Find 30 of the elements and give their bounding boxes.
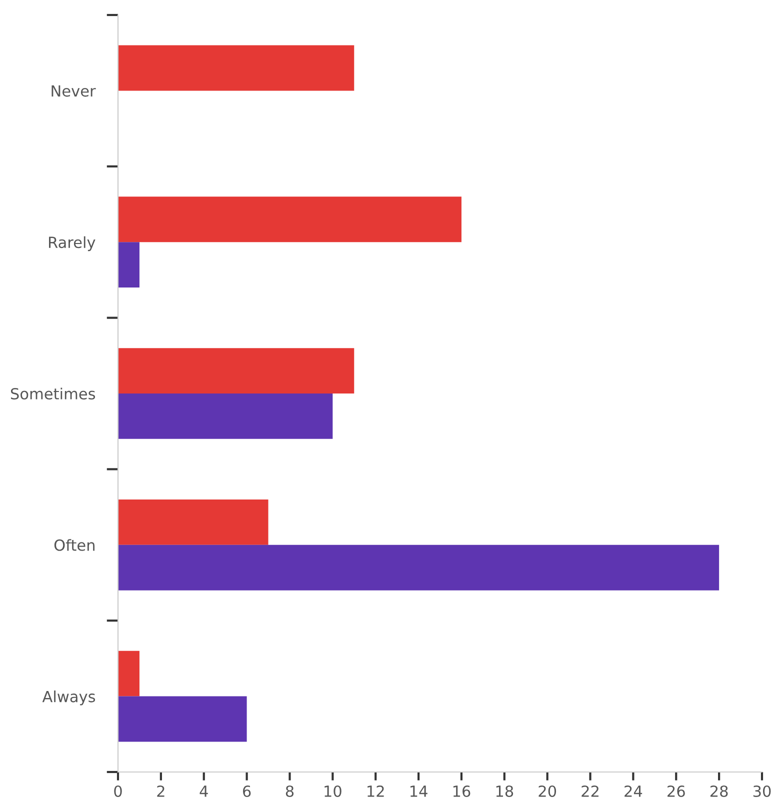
x-tick-label: 16 (453, 785, 470, 798)
bar (118, 696, 247, 742)
x-tick-label: 6 (243, 785, 251, 798)
y-tick-label: Never (52, 85, 96, 97)
x-tick-label: 14 (410, 786, 428, 797)
bar (118, 544, 720, 590)
bar (118, 45, 354, 91)
x-tick-label: 8 (286, 785, 294, 798)
x-tick-label: 0 (114, 785, 122, 798)
x-tick-label: 10 (324, 785, 342, 798)
x-tick-label: 18 (496, 785, 514, 798)
x-tick-label: 30 (753, 785, 771, 798)
y-tick-label: Often (54, 539, 94, 551)
y-tick-label: Rarely (49, 236, 96, 252)
bar (118, 348, 354, 394)
x-tick-label: 22 (582, 785, 598, 797)
bar (118, 499, 268, 545)
x-tick-label: 28 (710, 785, 728, 798)
x-tick-label: 20 (538, 785, 556, 798)
bar (118, 196, 462, 242)
x-tick-label: 4 (200, 786, 208, 797)
y-tick-label: Sometimes (10, 388, 96, 400)
x-tick-label: 12 (368, 785, 384, 797)
x-tick-label: 2 (157, 785, 164, 797)
x-tick-label: 24 (624, 785, 642, 797)
bar (118, 242, 140, 288)
y-tick-label: Always (42, 690, 96, 706)
bar (118, 650, 140, 696)
x-tick-label: 26 (668, 785, 685, 798)
bar (118, 394, 333, 439)
